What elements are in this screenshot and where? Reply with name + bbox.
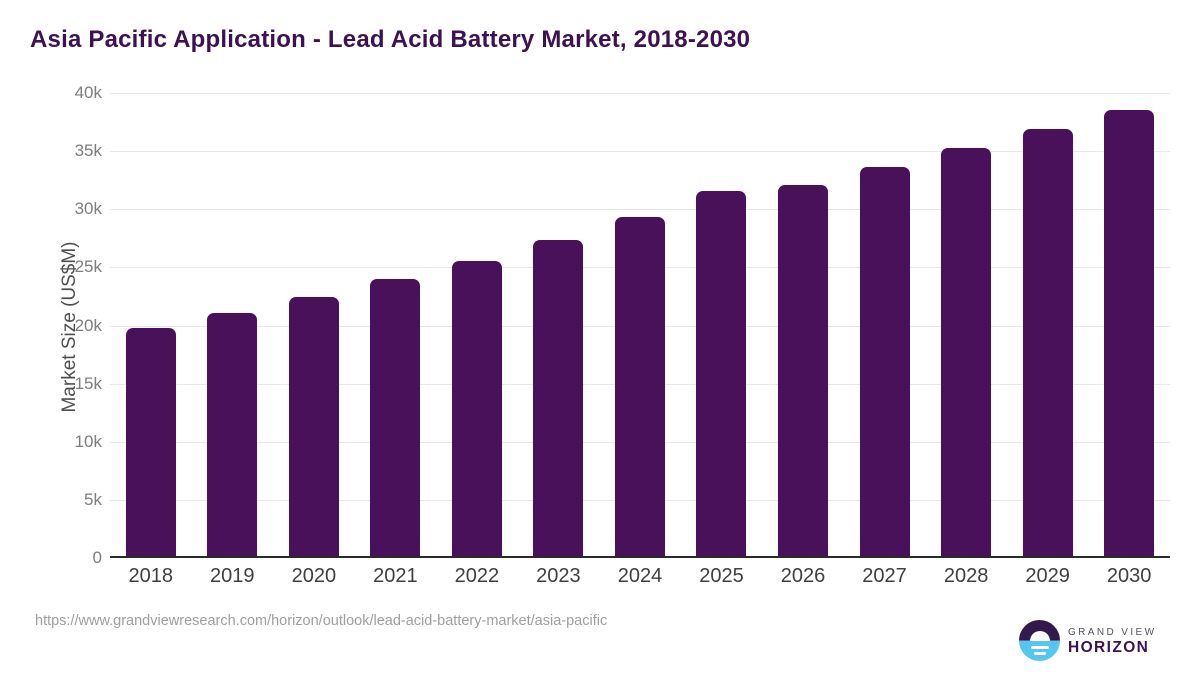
horizon-line-2 [1033, 651, 1046, 655]
bar-slot-2026 [762, 93, 844, 556]
bar-slot-2028 [925, 93, 1007, 556]
xtick-label-2024: 2024 [617, 565, 663, 587]
horizon-sunrise-icon [1019, 620, 1060, 661]
x-axis-ticks: 2018 2019 2020 2021 2022 2023 2024 2025 2026 2027… [110, 565, 1170, 588]
xtick-label-2022: 2022 [454, 565, 500, 587]
ytick-label-35k: 35k [74, 141, 102, 161]
xtick-label-2027: 2027 [862, 565, 907, 587]
ytick-label-30k: 30k [74, 199, 102, 219]
bar-slot-2020 [273, 93, 355, 556]
bar-slot-2019 [192, 93, 274, 556]
xtick-label-2026: 2026 [780, 565, 826, 587]
bar-2026[interactable] [778, 185, 829, 556]
bar-slot-2030 [1088, 93, 1170, 556]
y-axis-ticks: 0 5k 10k 15k 20k 25k 30k 35k 40k [0, 84, 102, 567]
bar-slot-2018 [110, 93, 192, 556]
bar-slot-2022 [436, 93, 518, 556]
gridline-40k [110, 93, 1170, 94]
bar-2019[interactable] [207, 313, 258, 556]
source-url: https://www.grandviewresearch.com/horizo… [35, 613, 608, 629]
grandview-horizon-logo[interactable]: GRAND VIEW HORIZON [1019, 620, 1179, 662]
ytick-label-15k: 15k [74, 373, 102, 393]
xtick-label-2023: 2023 [536, 565, 581, 587]
ytick-label-5k: 5k [84, 489, 102, 509]
bar-2022[interactable] [451, 261, 502, 556]
bar-slot-2023 [518, 93, 600, 556]
bar-2027[interactable] [859, 167, 910, 556]
ytick-label-40k: 40k [74, 83, 102, 102]
ytick-label-25k: 25k [74, 257, 102, 277]
bar-2028[interactable] [941, 148, 992, 556]
bar-series [110, 93, 1170, 556]
horizon-line-1 [1030, 646, 1049, 650]
xtick-label-2030: 2030 [1106, 565, 1152, 587]
bar-2024[interactable] [614, 217, 665, 556]
brand-grand-view-label: GRAND VIEW [1068, 627, 1157, 638]
xtick-label-2025: 2025 [699, 565, 744, 587]
bar-2025[interactable] [696, 191, 747, 556]
xtick-label-2029: 2029 [1025, 565, 1070, 587]
bar-2018[interactable] [125, 328, 176, 556]
plot-area [110, 93, 1170, 558]
ytick-label-0: 0 [92, 548, 102, 567]
bar-2021[interactable] [370, 279, 421, 556]
brand-horizon-label: HORIZON [1068, 639, 1150, 656]
gridline-30k [110, 209, 1170, 211]
bar-2029[interactable] [1022, 129, 1073, 556]
ytick-label-10k: 10k [74, 431, 102, 451]
ytick-label-20k: 20k [74, 315, 102, 335]
bar-slot-2027 [844, 93, 926, 556]
bar-slot-2029 [1007, 93, 1089, 556]
sun-glyph [1029, 631, 1050, 641]
xtick-label-2021: 2021 [373, 565, 418, 587]
xtick-label-2018: 2018 [128, 565, 174, 587]
bar-slot-2024 [599, 93, 681, 556]
xtick-label-2019: 2019 [210, 565, 255, 587]
bar-slot-2025 [681, 93, 763, 556]
xtick-label-2020: 2020 [291, 565, 337, 587]
bar-2030[interactable] [1104, 110, 1155, 556]
bar-slot-2021 [355, 93, 437, 556]
chart-title: Asia Pacific Application - Lead Acid Bat… [30, 26, 751, 53]
bar-2020[interactable] [288, 297, 339, 556]
bar-2023[interactable] [533, 240, 584, 556]
gridline-35k [110, 151, 1170, 153]
xtick-label-2028: 2028 [943, 565, 989, 587]
